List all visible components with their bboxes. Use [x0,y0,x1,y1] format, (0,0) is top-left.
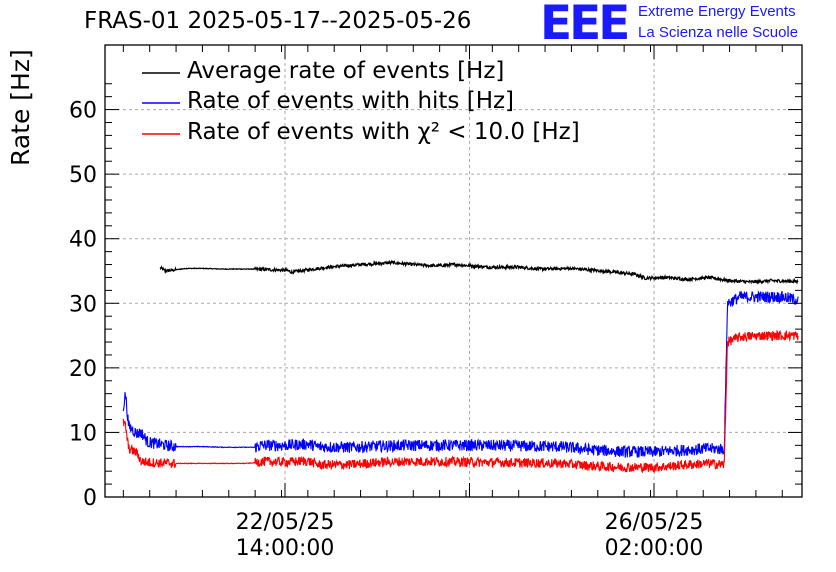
logo-line-2: La Scienza nelle Scuole [638,24,799,41]
y-tick-label: 10 [69,421,97,446]
y-tick-label: 20 [69,357,97,382]
plot-frame [104,44,803,498]
y-tick-label: 60 [69,99,97,124]
x-tick-label: 26/05/25 02:00:00 [584,510,724,562]
series-line [159,259,799,285]
legend-entry: Rate of events with χ² < 10.0 [Hz] [187,119,580,145]
series-line [122,290,799,458]
y-tick-label: 0 [83,486,97,511]
chart-grid [105,45,802,497]
x-tick-time: 14:00:00 [235,536,335,561]
x-tick-time: 02:00:00 [604,536,704,561]
series-line [122,329,799,474]
legend-entry: Rate of events with hits [Hz] [187,88,515,114]
legend-entry: Average rate of events [Hz] [187,58,505,84]
x-tick-date: 26/05/25 [604,510,704,535]
y-tick-labels: 0 10 20 30 40 50 60 [69,99,97,511]
y-tick-label: 30 [69,292,97,317]
chart-title: FRAS-01 2025-05-17--2025-05-26 [84,8,472,34]
y-tick-label: 50 [69,163,97,188]
y-tick-label: 40 [69,228,97,253]
logo-line-1: Extreme Energy Events [638,3,796,20]
chart-series [122,259,799,474]
x-tick-label: 22/05/25 14:00:00 [215,510,355,562]
legend-swatches [142,72,180,135]
x-tick-date: 22/05/25 [235,510,335,535]
y-axis-label: Rate [Hz] [6,49,35,166]
eee-logo: EEE [540,0,630,51]
axis-ticks [105,45,802,498]
